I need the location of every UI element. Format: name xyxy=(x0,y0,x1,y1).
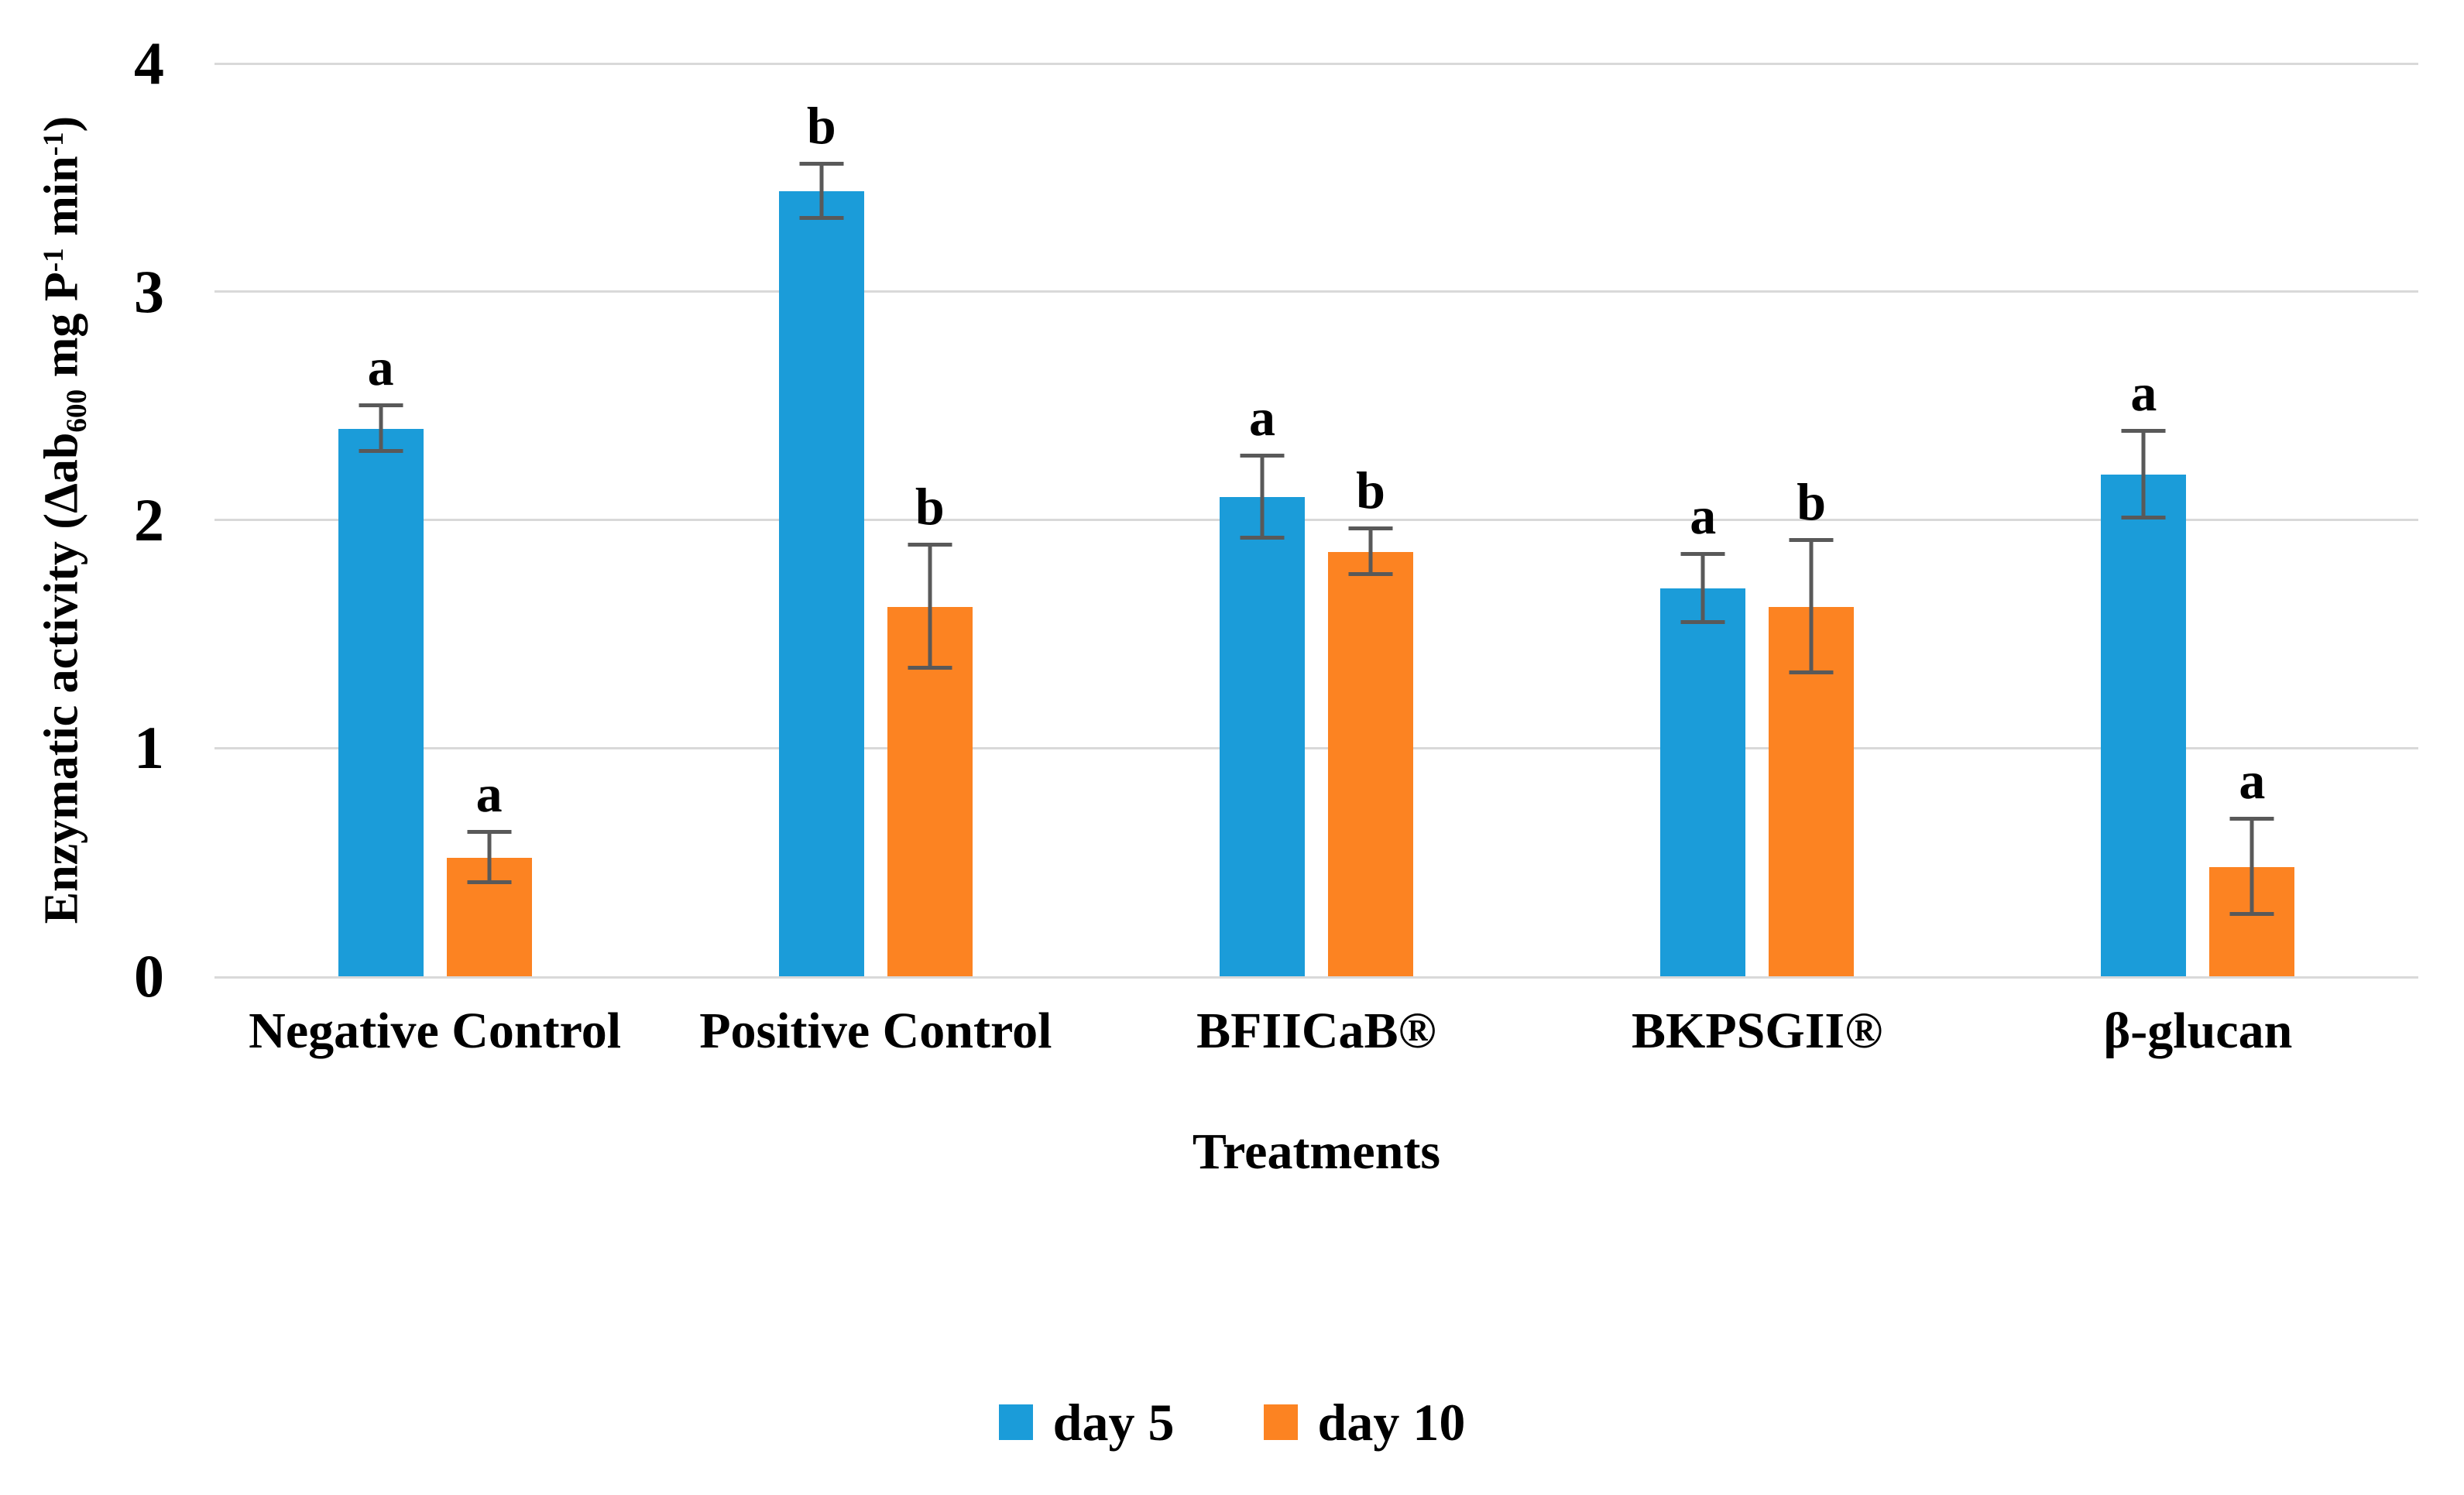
significance-letter-day-5-bfiicab: a xyxy=(1249,387,1275,447)
error-cap-top-day-10-glucan xyxy=(2229,816,2274,821)
error-cap-top-day-10-positive-control xyxy=(908,542,952,547)
error-bar-day-5-negative-control xyxy=(379,406,383,452)
error-cap-top-day-10-bkpsgii xyxy=(1789,538,1834,543)
error-bar-day-5-bkpsgii xyxy=(1700,554,1705,623)
significance-letter-day-10-bkpsgii: b xyxy=(1797,472,1827,532)
error-cap-bottom-day-10-negative-control xyxy=(467,880,512,885)
significance-letter-day-10-glucan: a xyxy=(2239,750,2266,810)
error-cap-top-day-5-bfiicab xyxy=(1240,453,1285,458)
bar-day-5-bfiicab xyxy=(1220,497,1305,976)
bar-slot-day-5-glucan: a xyxy=(2101,63,2187,976)
error-cap-bottom-day-5-bkpsgii xyxy=(1680,620,1725,625)
x-label-positive-control: Positive Control xyxy=(699,1003,1052,1059)
significance-letter-day-5-negative-control: a xyxy=(367,338,394,397)
legend-swatch-day-10 xyxy=(1263,1404,1298,1440)
y-tick-label-4: 4 xyxy=(134,29,164,97)
gridline-3 xyxy=(214,290,2418,293)
bar-day-10-bfiicab xyxy=(1328,551,1413,976)
x-label-bkpsgii: BKPSGII® xyxy=(1632,1003,1883,1059)
legend-label-day-10: day 10 xyxy=(1317,1393,1466,1452)
error-bar-day-10-negative-control xyxy=(487,832,492,883)
bar-slot-day-10-bkpsgii: b xyxy=(1769,63,1855,976)
error-bar-day-10-glucan xyxy=(2250,818,2254,915)
error-cap-bottom-day-5-negative-control xyxy=(359,449,403,454)
x-label-negative-control: Negative Control xyxy=(249,1003,622,1059)
bar-slot-day-5-bfiicab: a xyxy=(1220,63,1305,976)
x-axis: Negative Control Positive Control BFIICaB®… xyxy=(214,1003,2418,1060)
error-bar-day-5-bfiicab xyxy=(1260,455,1265,539)
bar-slot-day-5-negative-control: a xyxy=(338,63,424,976)
significance-letter-day-5-glucan: a xyxy=(2130,362,2157,422)
bar-day-5-glucan xyxy=(2101,474,2187,976)
error-bar-day-10-positive-control xyxy=(928,544,932,669)
error-cap-bottom-day-5-glucan xyxy=(2121,515,2166,519)
error-cap-top-day-10-negative-control xyxy=(467,830,512,835)
significance-letter-day-10-positive-control: b xyxy=(915,476,945,536)
error-cap-bottom-day-10-bkpsgii xyxy=(1789,670,1834,674)
error-bar-day-10-bfiicab xyxy=(1368,529,1373,575)
y-tick-label-3: 3 xyxy=(134,257,164,325)
y-tick-label-2: 2 xyxy=(134,485,164,554)
y-tick-label-1: 1 xyxy=(134,714,164,782)
bar-day-5-negative-control xyxy=(338,428,424,976)
legend-label-day-5: day 5 xyxy=(1052,1393,1175,1452)
bar-day-5-positive-control xyxy=(778,191,864,976)
bar-slot-day-5-bkpsgii: a xyxy=(1660,63,1746,976)
error-cap-bottom-day-5-positive-control xyxy=(799,216,844,221)
error-cap-top-day-5-negative-control xyxy=(359,403,403,408)
x-label-glucan: β-glucan xyxy=(2103,1003,2293,1059)
significance-letter-day-10-negative-control: a xyxy=(475,764,503,824)
error-bar-day-10-bkpsgii xyxy=(1809,540,1814,673)
error-cap-top-day-10-bfiicab xyxy=(1348,526,1393,531)
legend: day 5 day 10 xyxy=(0,1396,2464,1449)
gridline-4 xyxy=(214,62,2418,65)
error-cap-top-day-5-bkpsgii xyxy=(1680,551,1725,556)
bar-slot-day-10-bfiicab: b xyxy=(1328,63,1413,976)
significance-letter-day-5-positive-control: b xyxy=(806,95,836,155)
gridline-2 xyxy=(214,519,2418,521)
legend-item-day-5: day 5 xyxy=(998,1393,1175,1452)
y-tick-label-0: 0 xyxy=(134,942,164,1010)
error-cap-bottom-day-10-bfiicab xyxy=(1348,572,1393,577)
error-cap-bottom-day-10-positive-control xyxy=(908,666,952,670)
error-cap-bottom-day-5-bfiicab xyxy=(1240,536,1285,540)
significance-letter-day-5-bkpsgii: a xyxy=(1690,485,1717,545)
x-label-bfiicab: BFIICaB® xyxy=(1196,1003,1436,1059)
x-axis-title: Treatments xyxy=(1192,1123,1441,1180)
error-bar-day-5-glucan xyxy=(2141,430,2146,518)
bar-slot-day-5-positive-control: b xyxy=(778,63,864,976)
bar-slot-day-10-negative-control: a xyxy=(446,63,532,976)
bar-slot-day-10-glucan: a xyxy=(2209,63,2295,976)
significance-letter-day-10-bfiicab: b xyxy=(1356,461,1385,520)
legend-swatch-day-5 xyxy=(998,1404,1033,1440)
error-bar-day-5-positive-control xyxy=(819,163,824,219)
legend-item-day-10: day 10 xyxy=(1263,1393,1466,1452)
error-cap-bottom-day-10-glucan xyxy=(2229,912,2274,917)
bar-day-5-bkpsgii xyxy=(1660,588,1746,976)
error-cap-top-day-5-positive-control xyxy=(799,161,844,166)
gridline-1 xyxy=(214,746,2418,749)
error-cap-top-day-5-glucan xyxy=(2121,428,2166,433)
bar-slot-day-10-positive-control: b xyxy=(887,63,973,976)
